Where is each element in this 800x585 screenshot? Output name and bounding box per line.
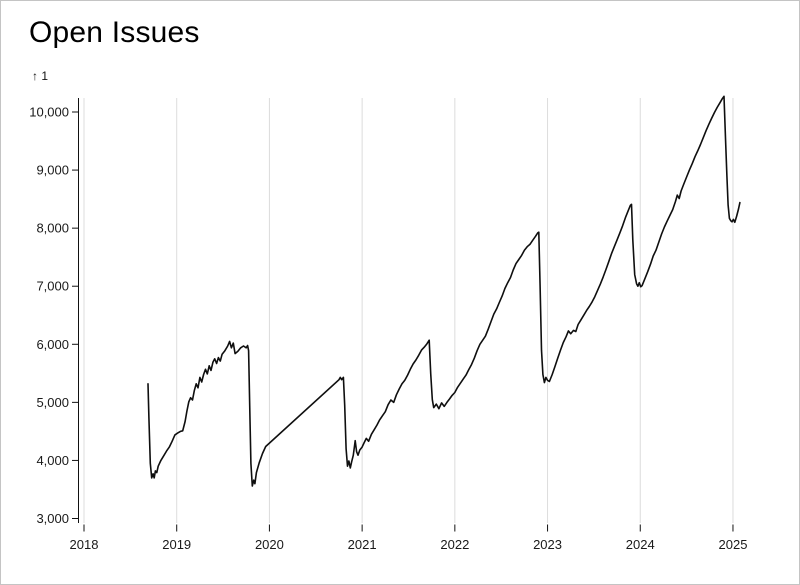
x-tick-label: 2022 [440,537,469,552]
y-tick-label: 3,000 [36,511,69,526]
x-tick-label: 2021 [348,537,377,552]
x-tick-label: 2020 [255,537,284,552]
open-issues-series-line [147,95,741,487]
x-tick-label: 2019 [162,537,191,552]
y-tick-label: 10,000 [29,105,69,120]
y-tick-label: 4,000 [36,453,69,468]
x-tick-label: 2018 [70,537,99,552]
y-tick-label: 6,000 [36,337,69,352]
x-tick-label: 2024 [626,537,655,552]
y-tick-label: 9,000 [36,163,69,178]
y-tick-label: 8,000 [36,221,69,236]
y-axis-unit-label: ↑ 1 [32,69,49,83]
page-title: Open Issues [29,16,200,49]
x-tick-label: 2023 [533,537,562,552]
y-tick-label: 7,000 [36,279,69,294]
x-tick-label: 2025 [719,537,748,552]
y-tick-label: 5,000 [36,395,69,410]
